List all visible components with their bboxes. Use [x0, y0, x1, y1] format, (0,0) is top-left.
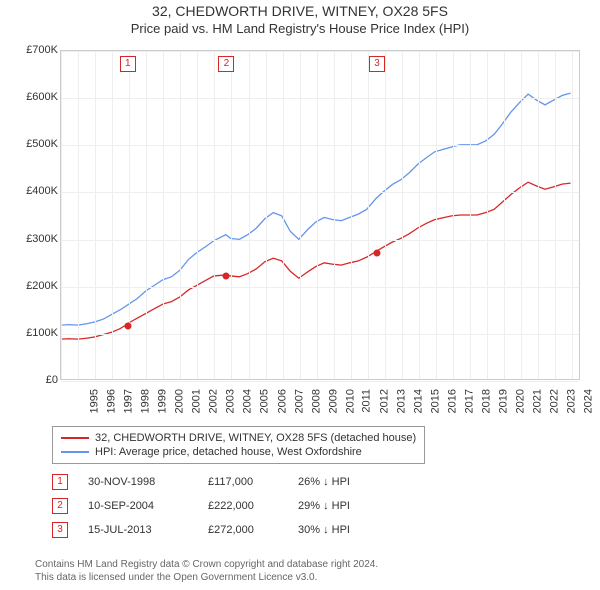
grid-line-v: [555, 51, 556, 379]
grid-line-h: [61, 334, 579, 335]
footer-attribution: Contains HM Land Registry data © Crown c…: [35, 558, 378, 584]
grid-line-v: [95, 51, 96, 379]
grid-line-h: [61, 51, 579, 52]
grid-line-v: [385, 51, 386, 379]
grid-line-h: [61, 98, 579, 99]
y-axis-label: £0: [10, 374, 58, 386]
grid-line-v: [538, 51, 539, 379]
legend-label: 32, CHEDWORTH DRIVE, WITNEY, OX28 5FS (d…: [95, 432, 416, 444]
grid-line-v: [129, 51, 130, 379]
grid-line-v: [197, 51, 198, 379]
y-axis-label: £300K: [10, 233, 58, 245]
annotation-price: £222,000: [208, 500, 278, 512]
y-axis-label: £600K: [10, 91, 58, 103]
grid-line-v: [163, 51, 164, 379]
grid-line-h: [61, 145, 579, 146]
y-axis-label: £700K: [10, 44, 58, 56]
grid-line-v: [283, 51, 284, 379]
y-axis-label: £100K: [10, 327, 58, 339]
legend-label: HPI: Average price, detached house, West…: [95, 446, 362, 458]
grid-line-v: [436, 51, 437, 379]
annotation-price: £272,000: [208, 524, 278, 536]
annotation-price: £117,000: [208, 476, 278, 488]
chart-lines-svg: [61, 51, 579, 379]
grid-line-v: [453, 51, 454, 379]
chart-title: 32, CHEDWORTH DRIVE, WITNEY, OX28 5FS: [0, 3, 600, 19]
grid-line-v: [112, 51, 113, 379]
grid-line-v: [300, 51, 301, 379]
grid-line-v: [249, 51, 250, 379]
grid-line-v: [351, 51, 352, 379]
legend-row: 32, CHEDWORTH DRIVE, WITNEY, OX28 5FS (d…: [61, 431, 416, 445]
x-axis-label: 2024: [583, 389, 600, 413]
grid-line-v: [266, 51, 267, 379]
y-axis-label: £500K: [10, 138, 58, 150]
annotation-hpi-delta: 26% ↓ HPI: [298, 476, 378, 488]
footer-line: This data is licensed under the Open Gov…: [35, 571, 378, 584]
legend-swatch: [61, 451, 89, 453]
grid-line-h: [61, 381, 579, 382]
annotation-row: 3 15-JUL-2013 £272,000 30% ↓ HPI: [52, 518, 378, 542]
grid-line-v: [504, 51, 505, 379]
grid-line-v: [487, 51, 488, 379]
grid-line-v: [78, 51, 79, 379]
footer-line: Contains HM Land Registry data © Crown c…: [35, 558, 378, 571]
grid-line-h: [61, 240, 579, 241]
chart-title-block: 32, CHEDWORTH DRIVE, WITNEY, OX28 5FS Pr…: [0, 0, 600, 36]
grid-line-v: [146, 51, 147, 379]
grid-line-v: [402, 51, 403, 379]
sale-marker-box: 1: [120, 56, 136, 72]
sale-marker-box: 2: [218, 56, 234, 72]
grid-line-v: [180, 51, 181, 379]
annotation-number-box: 3: [52, 522, 68, 538]
sale-marker-box: 3: [369, 56, 385, 72]
grid-line-v: [521, 51, 522, 379]
y-axis-label: £400K: [10, 185, 58, 197]
sale-marker-dot: [374, 249, 381, 256]
chart-subtitle: Price paid vs. HM Land Registry's House …: [0, 21, 600, 36]
annotation-row: 2 10-SEP-2004 £222,000 29% ↓ HPI: [52, 494, 378, 518]
annotation-date: 30-NOV-1998: [88, 476, 188, 488]
grid-line-v: [61, 51, 62, 379]
annotation-hpi-delta: 29% ↓ HPI: [298, 500, 378, 512]
grid-line-v: [368, 51, 369, 379]
plot-area: 1 2 3: [60, 50, 580, 380]
annotation-date: 15-JUL-2013: [88, 524, 188, 536]
sale-marker-dot: [223, 273, 230, 280]
annotation-number-box: 1: [52, 474, 68, 490]
y-axis-label: £200K: [10, 280, 58, 292]
sale-marker-dot: [124, 322, 131, 329]
annotation-row: 1 30-NOV-1998 £117,000 26% ↓ HPI: [52, 470, 378, 494]
sale-annotation-table: 1 30-NOV-1998 £117,000 26% ↓ HPI 2 10-SEP-200…: [52, 470, 378, 542]
annotation-hpi-delta: 30% ↓ HPI: [298, 524, 378, 536]
chart-legend: 32, CHEDWORTH DRIVE, WITNEY, OX28 5FS (d…: [52, 426, 425, 464]
chart-area: 123 £0£100K£200K£300K£400K£500K£600K£700…: [10, 50, 590, 420]
grid-line-h: [61, 287, 579, 288]
grid-line-v: [419, 51, 420, 379]
grid-line-v: [470, 51, 471, 379]
grid-line-v: [231, 51, 232, 379]
legend-row: HPI: Average price, detached house, West…: [61, 445, 416, 459]
grid-line-v: [317, 51, 318, 379]
grid-line-h: [61, 192, 579, 193]
annotation-number-box: 2: [52, 498, 68, 514]
legend-swatch: [61, 437, 89, 439]
grid-line-v: [572, 51, 573, 379]
grid-line-v: [334, 51, 335, 379]
annotation-date: 10-SEP-2004: [88, 500, 188, 512]
grid-line-v: [214, 51, 215, 379]
